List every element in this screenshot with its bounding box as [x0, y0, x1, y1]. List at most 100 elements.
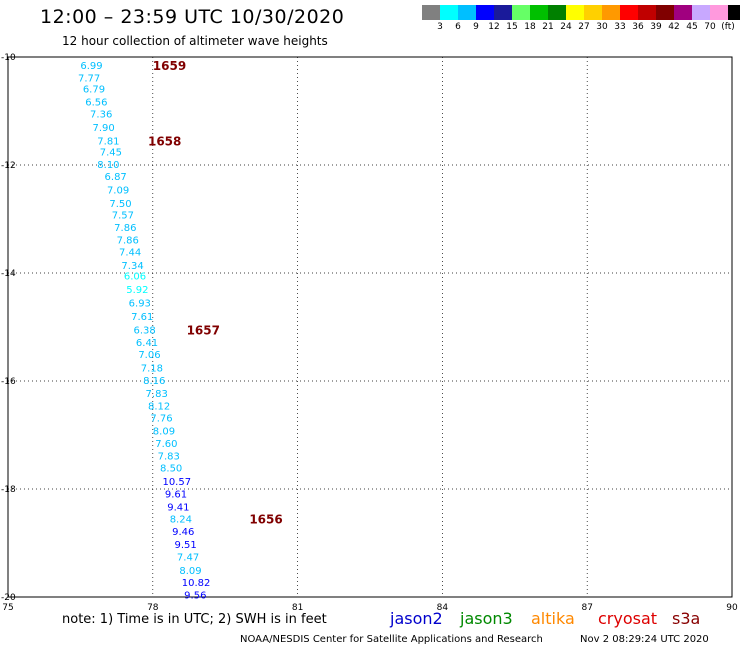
legend-swatch: [674, 5, 692, 20]
legend-label: 70: [704, 22, 716, 32]
wave-height-value: 8.50: [160, 463, 182, 474]
legend-swatch: [566, 5, 584, 20]
wave-height-points: 6.99 7.776.79 6.56 7.36 7.90 7.817.458.106.87…: [78, 61, 210, 601]
wave-height-value: 7.18: [141, 364, 163, 375]
wave-height-value: 8.10: [97, 160, 119, 171]
wave-height-value: 9.41: [167, 502, 189, 513]
page-title: 12:00 – 23:59 UTC 10/30/2020: [40, 6, 345, 28]
wave-height-value: 6.87: [105, 172, 127, 183]
wave-height-value: 7.47: [177, 553, 199, 564]
x-axis-ticks: 75 78 81 84 87 90: [2, 603, 738, 613]
legend-swatch: [476, 5, 494, 20]
wave-height-value: 7.76: [150, 414, 172, 425]
legend-label: 15: [506, 22, 518, 32]
credit-line: NOAA/NESDIS Center for Satellite Applica…: [240, 634, 543, 645]
satellite-jason3: jason3: [460, 609, 513, 628]
legend-label: 9: [473, 22, 479, 32]
legend-swatch: [692, 5, 710, 20]
legend-label: 33: [614, 22, 626, 32]
wave-height-value: 6.38: [133, 326, 155, 337]
legend-label: 12: [488, 22, 500, 32]
x-tick-label: 78: [147, 603, 159, 613]
wave-height-value: 7.57: [112, 211, 134, 222]
wave-height-value: 7.09: [107, 185, 129, 196]
y-axis-ticks: -10 -12 -14 -16 -18 -20: [1, 53, 16, 603]
wave-height-value: 9.56: [184, 590, 206, 601]
pass-number-label: 1657: [187, 324, 220, 338]
wave-height-value: 6.56: [85, 97, 107, 108]
satellite-altika: altika: [531, 609, 575, 628]
y-tick-label: -20: [1, 593, 16, 603]
legend-swatch: [440, 5, 458, 20]
legend-label: 27: [578, 22, 590, 32]
color-legend-bar: [422, 5, 740, 20]
wave-height-value: 8.24: [170, 515, 192, 526]
legend-swatch: [602, 5, 620, 20]
legend-swatch: [422, 5, 440, 20]
legend-swatch: [458, 5, 476, 20]
x-tick-label: 90: [726, 603, 738, 613]
satellite-s3a: s3a: [672, 609, 701, 628]
legend-swatch: [512, 5, 530, 20]
wave-height-value: 7.36: [90, 110, 112, 121]
wave-height-value: 8.09: [153, 427, 175, 438]
footer-note: note: 1) Time is in UTC; 2) SWH is in fe…: [62, 612, 327, 627]
wave-height-value: 6.41: [136, 338, 158, 349]
wave-height-value: 5.92: [126, 285, 148, 296]
map-frame: [7, 56, 733, 598]
wave-height-value: 7.61: [131, 312, 153, 323]
x-tick-label: 84: [437, 603, 449, 613]
wave-height-value: 7.60: [155, 439, 177, 450]
legend-swatch: [620, 5, 638, 20]
wave-height-value: 9.61: [165, 489, 187, 500]
pass-number-label: 1656: [249, 513, 282, 527]
pass-labels: 1659 1658 1657 1656: [148, 59, 283, 527]
wave-height-value: 7.34: [121, 261, 143, 272]
legend-swatch: [728, 5, 740, 20]
generated-timestamp: Nov 2 08:29:24 UTC 2020: [580, 634, 709, 645]
x-tick-label: 81: [292, 603, 303, 613]
pass-number-label: 1658: [148, 135, 181, 149]
x-tick-label: 87: [581, 603, 592, 613]
wave-height-value: 7.83: [158, 452, 180, 463]
y-tick-label: -10: [1, 53, 16, 63]
y-tick-label: -16: [1, 377, 16, 387]
legend-swatch: [584, 5, 602, 20]
wave-height-value: 7.86: [114, 223, 136, 234]
y-tick-label: -12: [1, 161, 16, 171]
wave-height-value: 9.46: [172, 527, 194, 538]
wave-height-value: 7.83: [146, 389, 168, 400]
legend-swatch: [494, 5, 512, 20]
wave-height-value: 10.57: [162, 477, 191, 488]
legend-label: 30: [596, 22, 608, 32]
satellite-cryosat: cryosat: [598, 609, 658, 628]
wave-height-value: 10.82: [182, 578, 211, 589]
legend-label: 21: [542, 22, 554, 32]
legend-label: 42: [668, 22, 680, 32]
legend-label: 24: [560, 22, 572, 32]
y-tick-label: -14: [1, 269, 16, 279]
wave-height-value: 8.12: [148, 401, 170, 412]
legend-swatch: [656, 5, 674, 20]
wave-height-value: 6.06: [124, 272, 146, 283]
legend-swatch: [530, 5, 548, 20]
wave-height-value: 6.99: [80, 61, 102, 72]
wave-height-value: 7.44: [119, 247, 141, 258]
legend-label: 39: [650, 22, 662, 32]
legend-label: 6: [455, 22, 461, 32]
satellite-jason2: jason2: [390, 609, 443, 628]
x-tick-label: 75: [2, 603, 13, 613]
wave-height-value: 6.79: [83, 84, 105, 95]
legend-swatch: [548, 5, 566, 20]
wave-height-value: 7.50: [109, 199, 131, 210]
y-tick-label: -18: [1, 485, 16, 495]
legend-label: 36: [632, 22, 644, 32]
legend-swatch: [710, 5, 728, 20]
legend-label: 45: [686, 22, 698, 32]
map-grid: [7, 56, 733, 598]
wave-height-value: 7.90: [92, 123, 114, 134]
pass-number-label: 1659: [153, 59, 186, 73]
legend-label: 18: [524, 22, 536, 32]
wave-height-value: 8.09: [179, 566, 201, 577]
